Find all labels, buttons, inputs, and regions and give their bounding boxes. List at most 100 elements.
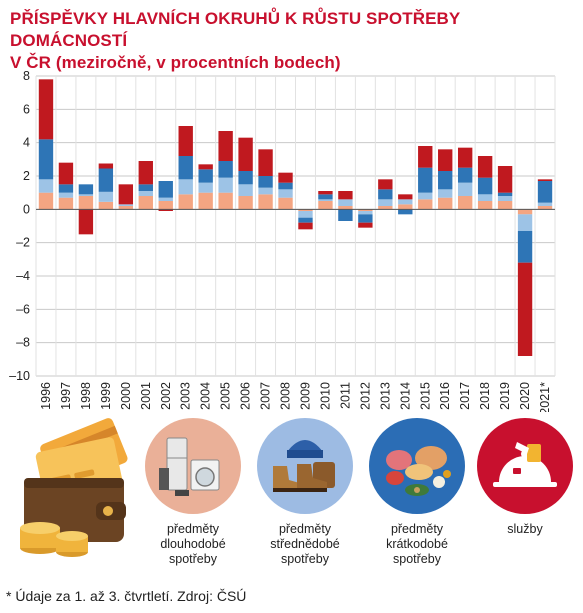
bar-segment-strednedobe <box>398 209 413 215</box>
bar-segment-strednedobe <box>298 217 313 223</box>
x-tick-label: 1998 <box>79 382 93 410</box>
y-tick-label: –4 <box>16 269 30 283</box>
bar-segment-dlouhodobe <box>537 202 553 206</box>
bar-segment-kratkodobe <box>98 163 114 169</box>
bar-segment-sluzby <box>537 206 553 210</box>
y-tick-label: 0 <box>23 202 30 216</box>
bar-segment-sluzby <box>497 201 513 210</box>
bar-segment-sluzby <box>438 197 453 210</box>
legend: předměty dlouhodobé spotřeby předměty střed… <box>0 418 583 578</box>
bar-segment-strednedobe <box>78 184 94 195</box>
bar-segment-kratkodobe <box>418 146 433 168</box>
bar-segment-sluzby <box>398 204 413 210</box>
bar-segment-strednedobe <box>218 161 233 178</box>
bar-segment-kratkodobe <box>298 222 313 230</box>
bar-segment-dlouhodobe <box>358 211 373 215</box>
legend-label-kratkodobe: předměty krátkodobé spotřeby <box>386 522 448 566</box>
x-tick-label: 2014 <box>398 382 412 410</box>
bar-segment-dlouhodobe <box>298 211 313 218</box>
bar-segment-strednedobe <box>98 168 114 192</box>
legend-item-sluzby: služby <box>470 418 580 537</box>
bar-segment-strednedobe <box>517 231 533 263</box>
bar-segment-strednedobe <box>438 171 453 190</box>
bar-segment-strednedobe <box>58 184 74 193</box>
x-tick-label: 2001 <box>139 382 153 410</box>
x-tick-label: 2010 <box>318 382 332 410</box>
legend-item-strednedobe: předměty střednědobé spotřeby <box>250 418 360 567</box>
x-tick-label: 2020 <box>518 382 532 410</box>
bar-segment-sluzby <box>58 197 74 210</box>
x-tick-label: 2005 <box>219 382 233 410</box>
x-tick-label: 2008 <box>279 382 293 410</box>
bar-segment-kratkodobe <box>318 191 333 195</box>
y-tick-label: –2 <box>16 236 30 250</box>
x-tick-label: 2004 <box>199 382 213 410</box>
bar-segment-kratkodobe <box>438 149 453 171</box>
bar-segment-strednedobe <box>477 177 493 195</box>
x-tick-label: 1999 <box>99 382 113 410</box>
food-icon <box>369 418 465 514</box>
bar-segment-strednedobe <box>38 139 54 180</box>
bar-segment-dlouhodobe <box>338 199 353 206</box>
y-tick-label: 6 <box>23 102 30 116</box>
bar-segment-sluzby <box>378 206 393 210</box>
bar-segment-sluzby <box>218 192 233 210</box>
bar-segment-kratkodobe <box>497 166 513 193</box>
x-tick-label: 2000 <box>119 382 133 410</box>
bar-segment-kratkodobe <box>537 179 553 181</box>
bar-segment-kratkodobe <box>477 156 493 178</box>
bar-segment-kratkodobe <box>178 126 193 156</box>
bar-segment-strednedobe <box>278 182 293 190</box>
bar-segment-strednedobe <box>198 169 213 183</box>
bar-segment-dlouhodobe <box>78 194 94 196</box>
bar-segment-kratkodobe <box>378 179 393 190</box>
bar-segment-sluzby <box>38 192 54 210</box>
x-tick-label: 2006 <box>239 382 253 410</box>
bar-segment-strednedobe <box>537 181 553 203</box>
bar-segment-sluzby <box>358 209 373 211</box>
bar-segment-kratkodobe <box>457 147 473 168</box>
bar-segment-dlouhodobe <box>418 192 433 200</box>
bar-segment-sluzby <box>138 196 153 210</box>
x-tick-label: 2011 <box>338 382 352 409</box>
bar-segment-sluzby <box>318 201 333 210</box>
x-tick-label: 2007 <box>259 382 273 410</box>
bar-segment-kratkodobe <box>358 222 373 228</box>
bar-segment-dlouhodobe <box>378 199 393 206</box>
x-tick-label: 2009 <box>298 382 312 410</box>
bar-segment-sluzby <box>298 209 313 211</box>
bar-segment-dlouhodobe <box>398 199 413 205</box>
x-tick-label: 2013 <box>378 382 392 410</box>
bar-segment-strednedobe <box>378 189 393 200</box>
x-tick-label: 1997 <box>59 382 73 410</box>
x-tick-label: 2016 <box>438 382 452 410</box>
bar-segment-sluzby <box>118 206 134 210</box>
bar-segment-dlouhodobe <box>178 179 193 195</box>
bar-segment-strednedobe <box>138 184 153 191</box>
bar-segment-dlouhodobe <box>158 197 173 201</box>
services-icon <box>477 418 573 514</box>
y-tick-label: 4 <box>23 136 30 150</box>
wallet-cards-coins-icon <box>20 418 128 557</box>
bar-segment-sluzby <box>238 196 253 210</box>
x-tick-label: 2002 <box>159 382 173 410</box>
x-tick-label: 2019 <box>498 382 512 410</box>
x-tick-label: 2003 <box>179 382 193 410</box>
bar-segment-strednedobe <box>158 181 173 198</box>
bar-segment-sluzby <box>158 201 173 210</box>
bar-segment-dlouhodobe <box>38 179 54 193</box>
bar-segment-kratkodobe <box>238 137 253 171</box>
clothing-shoes-icon <box>257 418 353 514</box>
x-tick-label: 2012 <box>358 382 372 410</box>
bar-segment-sluzby <box>198 192 213 210</box>
bar-segment-kratkodobe <box>218 131 233 161</box>
bar-segment-sluzby <box>418 199 433 210</box>
x-tick-label: 2017 <box>458 382 472 410</box>
legend-item-kratkodobe: předměty krátkodobé spotřeby <box>362 418 472 567</box>
bar-segment-kratkodobe <box>278 172 293 183</box>
bar-segment-kratkodobe <box>338 191 353 200</box>
bar-segment-sluzby <box>477 201 493 210</box>
bar-segment-kratkodobe <box>398 194 413 200</box>
bar-segment-strednedobe <box>497 192 513 196</box>
bar-segment-dlouhodobe <box>438 189 453 198</box>
